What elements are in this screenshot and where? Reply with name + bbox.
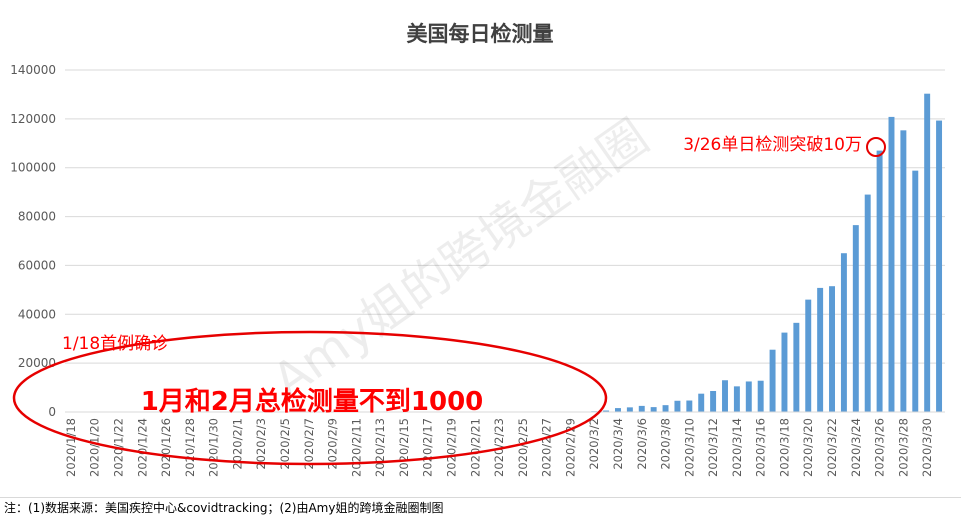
x-tick-label: 2020/2/21 xyxy=(468,418,482,477)
bar-2020-3-27 xyxy=(888,116,895,412)
bar-2020-3-20 xyxy=(805,299,812,412)
x-tick-label: 2020/2/25 xyxy=(516,418,530,477)
bar-2020-3-11 xyxy=(698,393,705,412)
x-tick-label: 2020/2/27 xyxy=(540,418,554,477)
annotation-first-case: 1/18首例确诊 xyxy=(62,334,168,354)
x-tick-label: 2020/1/18 xyxy=(64,418,78,477)
x-tick-label: 2020/1/28 xyxy=(183,418,197,477)
x-tick-label: 2020/2/3 xyxy=(254,418,268,470)
x-tick-label: 2020/2/13 xyxy=(373,418,387,477)
bar-2020-3-19 xyxy=(793,322,800,412)
x-tick-label: 2020/3/20 xyxy=(801,418,815,477)
y-tick-label: 60000 xyxy=(18,258,56,272)
bar-2020-3-24 xyxy=(852,225,859,412)
bar-2020-3-18 xyxy=(781,332,788,412)
x-tick-label: 2020/2/9 xyxy=(326,418,340,470)
bar-2020-3-3 xyxy=(603,410,610,412)
x-tick-label: 2020/3/4 xyxy=(611,418,625,470)
bar-2020-3-8 xyxy=(662,405,669,412)
x-tick-label: 2020/2/29 xyxy=(563,418,577,477)
x-tick-label: 2020/1/30 xyxy=(207,418,221,477)
bar-2020-3-22 xyxy=(829,286,835,412)
x-tick-label: 2020/1/26 xyxy=(159,418,173,477)
bar-2020-3-23 xyxy=(840,253,847,412)
bar-2020-3-4 xyxy=(615,408,621,412)
bar-2020-3-6 xyxy=(638,405,645,412)
mar26-highlight-circle xyxy=(866,137,886,157)
bar-2020-3-30 xyxy=(924,93,931,413)
source-footnote: 注：(1)数据来源：美国疾控中心&covidtracking；(2)由Amy姐的… xyxy=(0,497,961,519)
gridlines xyxy=(65,69,945,364)
y-tick-label: 120000 xyxy=(10,112,56,126)
x-tick-label: 2020/3/30 xyxy=(920,418,934,477)
y-tick-label: 0 xyxy=(48,405,56,419)
x-axis-tick-labels: 2020/1/18 2020/1/20 2020/1/22 2020/1/24 2020… xyxy=(64,418,934,477)
x-tick-label: 2020/3/22 xyxy=(825,418,839,477)
x-tick-label: 2020/3/10 xyxy=(682,418,696,477)
annotation-mar26-milestone: 3/26单日检测突破10万 xyxy=(683,135,862,155)
x-tick-label: 2020/2/5 xyxy=(278,418,292,470)
bar-2020-3-28 xyxy=(900,130,907,413)
x-tick-label: 2020/1/20 xyxy=(88,418,102,477)
bar-2020-3-21 xyxy=(817,287,824,412)
bar-2020-3-15 xyxy=(745,381,752,412)
bar-2020-3-12 xyxy=(710,390,717,412)
x-tick-label: 2020/3/12 xyxy=(706,418,720,477)
watermark: Amy姐的跨境金融圈 xyxy=(263,109,659,410)
bar-2020-3-5 xyxy=(626,407,633,412)
x-tick-label: 2020/2/15 xyxy=(397,418,411,477)
x-tick-label: 2020/3/6 xyxy=(635,418,649,470)
x-tick-label: 2020/1/24 xyxy=(135,418,149,477)
bar-2020-3-25 xyxy=(864,194,871,412)
y-axis-tick-labels: 0 20000 40000 60000 80000 100000 120000 140000 xyxy=(10,63,56,419)
x-tick-label: 2020/3/2 xyxy=(587,418,601,470)
y-tick-label: 80000 xyxy=(18,210,56,224)
bar-2020-3-26 xyxy=(876,150,883,412)
x-tick-label: 2020/2/17 xyxy=(421,418,435,477)
x-tick-label: 2020/3/26 xyxy=(873,418,887,477)
bar-2020-3-9 xyxy=(674,400,681,412)
bar-2020-3-29 xyxy=(912,170,919,412)
x-tick-label: 2020/3/24 xyxy=(849,418,863,477)
jan-feb-highlight-ellipse xyxy=(12,330,608,466)
x-tick-label: 2020/2/11 xyxy=(349,418,363,477)
x-tick-label: 2020/2/1 xyxy=(230,418,244,470)
x-tick-label: 2020/3/14 xyxy=(730,418,744,477)
chart-title: 美国每日检测量 xyxy=(407,22,554,46)
bar-2020-3-10 xyxy=(686,400,693,412)
y-tick-label: 20000 xyxy=(18,356,56,370)
x-tick-label: 2020/2/7 xyxy=(302,418,316,470)
bar-2020-3-31 xyxy=(936,120,943,413)
x-tick-label: 2020/3/28 xyxy=(896,418,910,477)
x-tick-label: 2020/2/19 xyxy=(444,418,458,477)
y-tick-label: 140000 xyxy=(10,63,56,77)
bar-2020-3-16 xyxy=(757,380,764,412)
x-tick-label: 2020/3/18 xyxy=(777,418,791,477)
x-tick-label: 2020/3/8 xyxy=(659,418,673,470)
bar-2020-3-17 xyxy=(769,349,776,412)
annotation-jan-feb-total: 1月和2月总检测量不到1000 xyxy=(141,386,484,417)
bar-2020-3-13 xyxy=(722,380,728,412)
bar-2020-3-14 xyxy=(733,386,740,412)
chart-canvas: 美国每日检测量 0 20000 40000 60000 80000 100000 12000… xyxy=(10,22,945,477)
x-tick-label: 2020/3/16 xyxy=(754,418,768,477)
bar-2020-3-7 xyxy=(650,407,657,412)
x-tick-label: 2020/2/23 xyxy=(492,418,506,477)
y-tick-label: 100000 xyxy=(10,161,56,175)
y-tick-label: 40000 xyxy=(18,307,56,321)
bars xyxy=(579,93,943,413)
